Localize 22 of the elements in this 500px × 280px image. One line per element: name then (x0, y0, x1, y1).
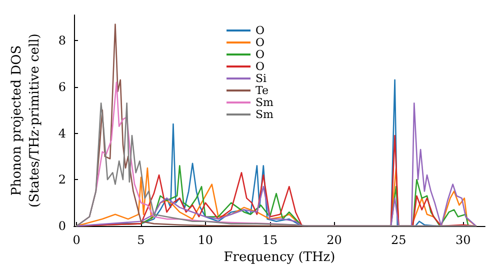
legend-label: O (256, 48, 265, 61)
legend-label: O (256, 36, 265, 49)
legend-label: Si (256, 72, 268, 85)
x-tick-label: 5 (137, 233, 145, 247)
legend-label: O (256, 60, 265, 73)
y-tick-label: 6 (58, 80, 66, 94)
x-axis-title: Frequency (THz) (224, 250, 336, 265)
x-tick-label: 20 (326, 233, 342, 247)
x-tick-label: 15 (262, 233, 278, 247)
x-tick-label: 0 (72, 233, 80, 247)
legend-label: O (256, 24, 265, 37)
y-tick-label: 4 (58, 126, 66, 140)
x-tick-label: 30 (455, 233, 471, 247)
legend-label: Sm (256, 108, 274, 121)
y-axis-title: Phonon projected DOS (States/THz·primitive cell) (10, 33, 42, 208)
legend-label: Sm (256, 96, 274, 109)
y-tick-label: 8 (58, 34, 66, 48)
y-tick-label: 0 (58, 219, 66, 233)
legend-label: Te (256, 84, 269, 97)
x-tick-label: 10 (198, 233, 214, 247)
x-tick-label: 25 (391, 233, 406, 247)
y-tick-label: 2 (58, 172, 66, 187)
